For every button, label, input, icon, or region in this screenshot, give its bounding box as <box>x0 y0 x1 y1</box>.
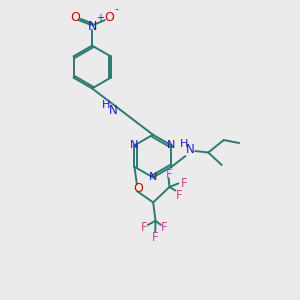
Text: N: N <box>109 103 117 117</box>
Text: F: F <box>152 231 158 244</box>
Text: N: N <box>167 140 176 150</box>
Text: H: H <box>102 100 110 110</box>
Text: F: F <box>180 177 187 190</box>
Text: N: N <box>87 20 97 33</box>
Text: H: H <box>180 139 188 149</box>
Text: F: F <box>176 189 182 203</box>
Text: O: O <box>133 182 143 195</box>
Text: N: N <box>130 140 139 150</box>
Text: F: F <box>160 221 167 234</box>
Text: F: F <box>141 221 148 234</box>
Text: +: + <box>96 13 104 23</box>
Text: O: O <box>70 11 80 24</box>
Text: -: - <box>115 4 119 14</box>
Text: N: N <box>185 143 194 156</box>
Text: O: O <box>104 11 114 24</box>
Text: F: F <box>166 168 173 181</box>
Text: N: N <box>149 172 157 182</box>
